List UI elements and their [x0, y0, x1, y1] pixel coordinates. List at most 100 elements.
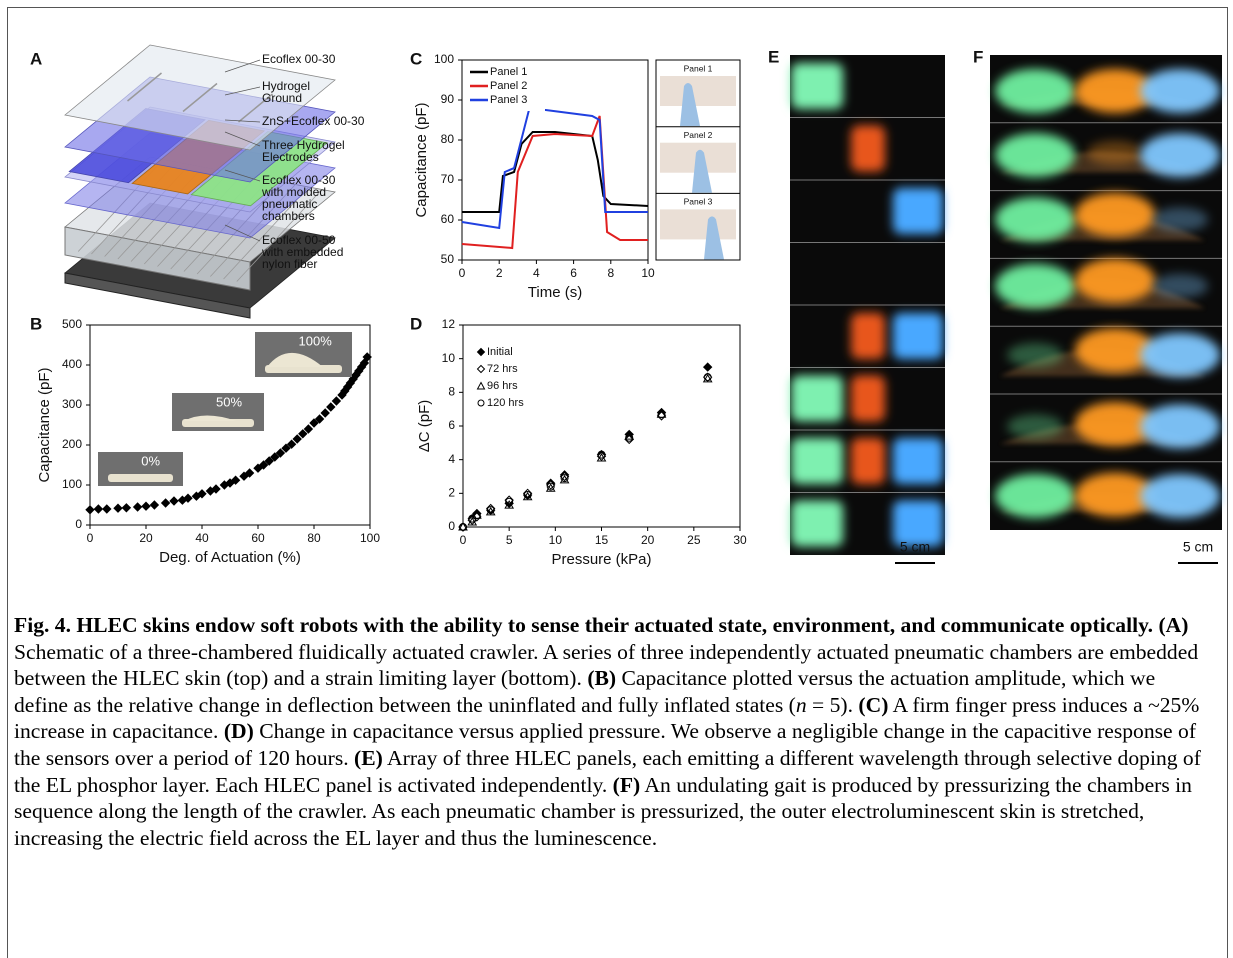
glow	[893, 438, 943, 484]
x-axis-label: Deg. of Actuation (%)	[159, 549, 301, 566]
top-slot	[127, 72, 162, 102]
caption-run: Schematic of a three-chambered fluidical…	[14, 639, 1199, 691]
plot-frame	[89, 324, 371, 526]
x-tick-label: 4	[533, 266, 540, 280]
marker	[597, 450, 606, 459]
caption-run: (E)	[354, 745, 383, 770]
marker	[326, 402, 336, 412]
schematic-label: with embedded	[261, 245, 343, 259]
panel-letter: E	[768, 47, 779, 66]
top-slot	[238, 93, 273, 123]
schematic-label: Hydrogel	[262, 79, 310, 93]
leader-line	[224, 86, 261, 96]
schematic-label: pneumatic	[262, 197, 317, 211]
marker	[239, 471, 249, 481]
marker	[702, 373, 713, 383]
glow	[995, 197, 1075, 242]
inset-label: Panel 3	[684, 197, 713, 207]
legend-label: 72 hrs	[487, 363, 518, 375]
x-tick-label: 80	[307, 531, 321, 545]
glow	[851, 438, 885, 484]
marker	[113, 503, 123, 513]
schematic-label: Ecoflex 00-30	[262, 173, 336, 187]
marker	[264, 456, 274, 466]
glow	[1007, 414, 1063, 439]
caption-run: Change in capacitance versus applied pre…	[14, 719, 1197, 770]
glow	[1140, 474, 1220, 518]
schematic-label: nylon fiber	[262, 257, 317, 271]
x-tick-label: 60	[251, 531, 265, 545]
glow	[851, 125, 885, 172]
marker	[559, 474, 570, 484]
x-tick-label: 20	[139, 531, 153, 545]
y-tick-label: 100	[434, 52, 454, 66]
x-tick-label: 100	[360, 531, 380, 545]
glow	[1075, 472, 1155, 517]
top-slot	[182, 82, 218, 113]
x-tick-label: 2	[496, 266, 503, 280]
x-axis-label: Time (s)	[528, 284, 582, 301]
glow	[791, 375, 843, 422]
leader-line	[224, 131, 261, 147]
leader-line	[224, 59, 261, 73]
marker	[486, 506, 495, 515]
schematic-label: Ecoflex 00-50	[262, 233, 336, 247]
caption-run: (A)	[1158, 613, 1189, 637]
marker	[286, 439, 297, 449]
marker	[459, 523, 467, 531]
glow	[1075, 328, 1155, 373]
y-tick-label: 500	[62, 317, 82, 331]
inset-finger	[692, 149, 712, 193]
y-tick-label: 400	[62, 357, 82, 371]
scale-bar-label: 5 cm	[900, 539, 930, 555]
y-tick-label: 2	[448, 486, 455, 500]
y-tick-label: 12	[442, 317, 456, 331]
y-axis-label: Capacitance (pF)	[413, 102, 430, 217]
marker	[314, 414, 325, 424]
marker	[359, 358, 370, 368]
glow	[995, 133, 1075, 178]
x-tick-label: 0	[459, 266, 466, 280]
plot-frame	[461, 59, 649, 261]
glow	[791, 438, 843, 484]
x-tick-label: 15	[595, 533, 609, 547]
schematic-label: Electrodes	[262, 150, 319, 164]
schematic-label: Ground	[262, 91, 302, 105]
caption-run: = 5).	[806, 692, 859, 717]
inset-label: 0%	[141, 453, 160, 468]
marker	[331, 396, 342, 406]
glow	[1140, 333, 1220, 377]
marker	[546, 482, 555, 491]
marker	[485, 506, 496, 516]
caption-run: (C)	[858, 692, 889, 717]
glow	[1140, 404, 1220, 449]
caption-run: A firm finger press induces a ~25% incre…	[14, 692, 1200, 744]
legend-label: Panel 3	[490, 94, 527, 106]
marker	[149, 500, 160, 510]
marker	[504, 495, 514, 505]
y-tick-label: 4	[448, 452, 455, 466]
caption-run: Fig. 4. HLEC skins endow soft robots wit…	[14, 613, 1159, 637]
chamber-wall	[223, 186, 309, 280]
y-tick-label: 50	[441, 252, 455, 266]
schematic-label: Ecoflex 00-30	[262, 52, 336, 66]
y-tick-label: 100	[62, 477, 82, 491]
legend-label: Initial	[487, 346, 513, 358]
glow	[851, 313, 885, 359]
inset-bulge	[267, 352, 323, 367]
marker	[244, 468, 255, 478]
series-line	[461, 115, 648, 250]
panel-letter: D	[410, 314, 422, 333]
schematic-label: chambers	[262, 209, 315, 223]
x-tick-label: 0	[460, 533, 467, 547]
glow	[893, 313, 943, 359]
marker	[309, 418, 319, 428]
x-tick-label: 6	[570, 266, 577, 280]
y-tick-label: 10	[442, 351, 456, 365]
caption-run: n	[795, 692, 807, 717]
marker	[93, 504, 104, 514]
glow	[893, 500, 943, 547]
glow	[1087, 140, 1143, 165]
marker	[505, 497, 514, 506]
